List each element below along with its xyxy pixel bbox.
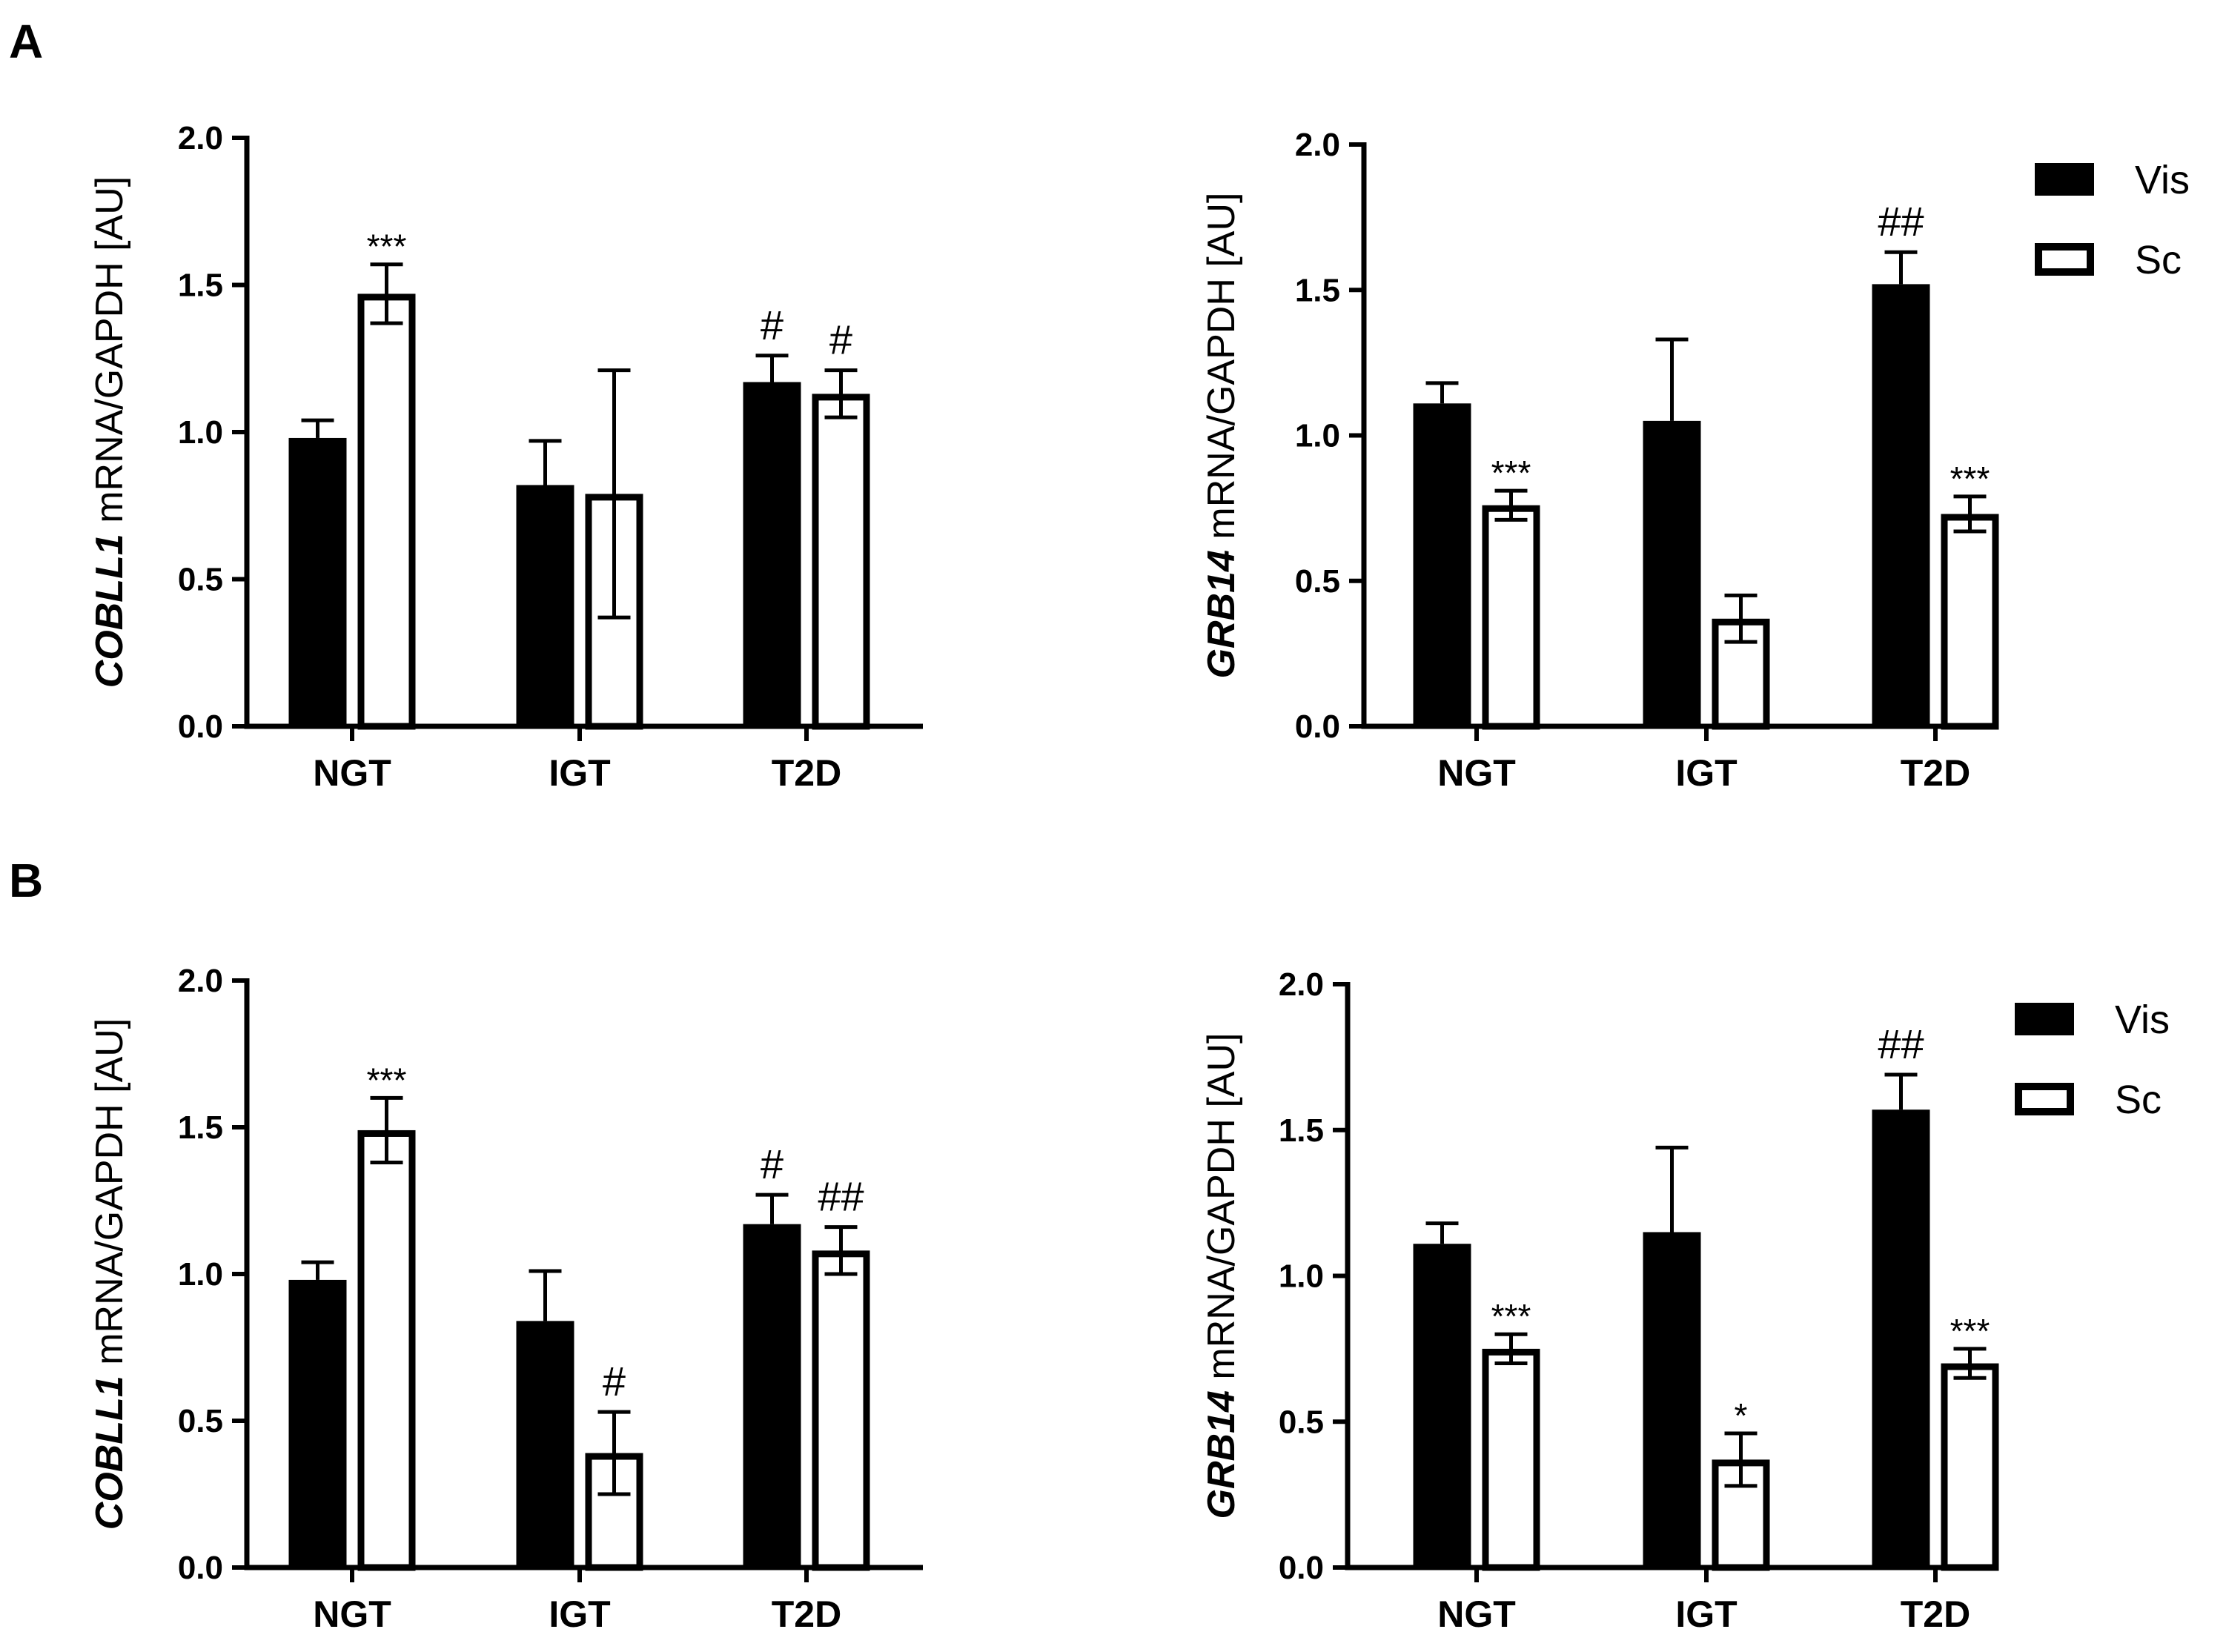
significance-sc-ngt: *** (1491, 1297, 1531, 1336)
bar-sc-igt (1712, 1459, 1770, 1571)
legend-swatch-vis (2015, 1003, 2074, 1035)
x-tick-label-igt: IGT (549, 752, 610, 794)
y-tick-label: 2.0 (178, 120, 223, 156)
bar-sc-ngt (357, 1129, 416, 1571)
bar-vis-t2d (1872, 1109, 1930, 1568)
bar-vis-t2d (743, 382, 801, 726)
x-tick-label-igt: IGT (549, 1593, 610, 1635)
y-tick-label: 0.0 (1295, 709, 1340, 745)
y-tick-label: 2.0 (1295, 127, 1340, 163)
x-tick-label-ngt: NGT (313, 752, 391, 794)
bar-sc-ngt (1482, 505, 1540, 730)
significance-sc-t2d: *** (1950, 460, 1990, 498)
x-tick-label-t2d: T2D (772, 752, 841, 794)
bar-vis-igt (1643, 420, 1701, 726)
bar-vis-ngt (288, 437, 347, 726)
y-tick-label: 0.0 (1279, 1550, 1324, 1586)
x-tick-label-t2d: T2D (772, 1593, 841, 1635)
y-axis-label-unit: mRNA/GAPDH [AU] (1200, 193, 1243, 551)
bar-vis-ngt (1413, 403, 1471, 726)
x-tick-label-igt: IGT (1675, 752, 1737, 794)
y-axis-label: GRB14 mRNA/GAPDH [AU] (1200, 193, 1243, 679)
legend-label-sc: Sc (2135, 238, 2182, 282)
bar-sc-igt (585, 1453, 643, 1571)
bar-sc-ngt (1482, 1348, 1540, 1571)
significance-sc-t2d: ## (818, 1173, 864, 1220)
significance-sc-igt: * (1735, 1396, 1748, 1435)
bar-vis-ngt (1413, 1244, 1471, 1568)
significance-sc-t2d: *** (1950, 1312, 1990, 1350)
significance-vis-t2d: ## (1878, 198, 1924, 245)
significance-vis-t2d: # (761, 1141, 784, 1187)
y-axis-label: GRB14 mRNA/GAPDH [AU] (1200, 1033, 1243, 1519)
significance-sc-igt: # (603, 1358, 626, 1404)
y-tick-label: 0.0 (178, 1550, 223, 1586)
y-tick-label: 2.0 (178, 963, 223, 999)
y-tick-label: 1.0 (1279, 1258, 1324, 1295)
y-axis-label-unit: mRNA/GAPDH [AU] (1200, 1033, 1243, 1391)
bar-sc-t2d (812, 394, 870, 730)
x-tick-label-t2d: T2D (1901, 1593, 1970, 1635)
significance-sc-ngt: *** (1491, 454, 1531, 492)
y-tick-label: 1.0 (178, 1256, 223, 1293)
y-tick-label: 0.5 (1295, 563, 1340, 600)
legend-swatch-sc (2015, 1083, 2074, 1115)
significance-vis-t2d: ## (1878, 1021, 1924, 1067)
x-tick-label-ngt: NGT (1437, 1593, 1516, 1635)
chart-top-left: 0.0 0.5 1.0 1.5 2.0 NGT IGT T2D COBLL1 mRNA/GAPD… (88, 120, 923, 794)
significance-sc-ngt: *** (367, 1061, 407, 1099)
bar-sc-t2d (1941, 514, 1999, 730)
x-tick-label-igt: IGT (1675, 1593, 1737, 1635)
chart-bottom-left: 0.0 0.5 1.0 1.5 2.0 NGT IGT T2D COBLL1 mRNA/GAPD… (88, 963, 923, 1635)
y-tick-label: 1.5 (178, 1109, 223, 1146)
bar-vis-igt (516, 1321, 574, 1568)
y-tick-label: 1.0 (1295, 418, 1340, 454)
y-axis-label-unit: mRNA/GAPDH [AU] (88, 1018, 131, 1376)
chart-top-right: 0.0 0.5 1.0 1.5 2.0 NGT IGT T2D GRB14 mRNA/GAPDH… (1200, 127, 2190, 794)
legend-label-sc: Sc (2115, 1078, 2162, 1122)
bar-sc-ngt (357, 293, 416, 730)
bar-vis-ngt (288, 1279, 347, 1568)
bar-sc-igt (585, 494, 643, 730)
bar-vis-t2d (1872, 284, 1930, 726)
y-tick-label: 1.5 (1279, 1112, 1324, 1149)
y-axis-label: COBLL1 mRNA/GAPDH [AU] (88, 176, 131, 689)
x-tick-label-ngt: NGT (313, 1593, 391, 1635)
x-tick-label-t2d: T2D (1901, 752, 1970, 794)
y-axis-label-gene: GRB14 (1200, 550, 1243, 678)
y-axis-label-gene: GRB14 (1200, 1390, 1243, 1519)
y-tick-label: 1.0 (178, 414, 223, 451)
bar-vis-t2d (743, 1224, 801, 1568)
y-tick-label: 0.0 (178, 709, 223, 745)
legend-label-vis: Vis (2135, 158, 2190, 202)
y-tick-label: 1.5 (1295, 272, 1340, 308)
legend-swatch-sc (2035, 243, 2094, 276)
y-tick-label: 0.5 (1279, 1404, 1324, 1440)
y-axis-label: COBLL1 mRNA/GAPDH [AU] (88, 1018, 131, 1530)
y-axis-label-gene: COBLL1 (88, 1376, 131, 1530)
y-tick-label: 0.5 (178, 562, 223, 598)
legend-swatch-vis (2035, 163, 2094, 196)
bar-vis-igt (1643, 1232, 1701, 1568)
charts-container: 0.0 0.5 1.0 1.5 2.0 NGT IGT T2D COBLL1 mRNA/GAPD… (88, 120, 2190, 1635)
panel-label-a: A (9, 15, 43, 68)
bar-sc-t2d (812, 1250, 870, 1571)
y-tick-label: 2.0 (1279, 966, 1324, 1003)
y-axis-label-gene: COBLL1 (88, 534, 131, 688)
panel-label-b: B (9, 854, 43, 907)
legend-label-vis: Vis (2115, 998, 2170, 1042)
y-tick-label: 1.5 (178, 268, 223, 304)
significance-vis-t2d: # (761, 302, 784, 348)
bar-sc-t2d (1941, 1363, 1999, 1571)
chart-bottom-right: 0.0 0.5 1.0 1.5 2.0 NGT IGT T2D GRB14 mRNA/GAPDH… (1200, 966, 2170, 1635)
y-axis-label-unit: mRNA/GAPDH [AU] (88, 176, 131, 534)
significance-sc-t2d: # (829, 316, 852, 363)
bar-sc-igt (1712, 618, 1770, 730)
bar-vis-igt (516, 485, 574, 726)
y-tick-label: 0.5 (178, 1403, 223, 1439)
x-tick-label-ngt: NGT (1437, 752, 1516, 794)
significance-sc-ngt: *** (367, 228, 407, 266)
